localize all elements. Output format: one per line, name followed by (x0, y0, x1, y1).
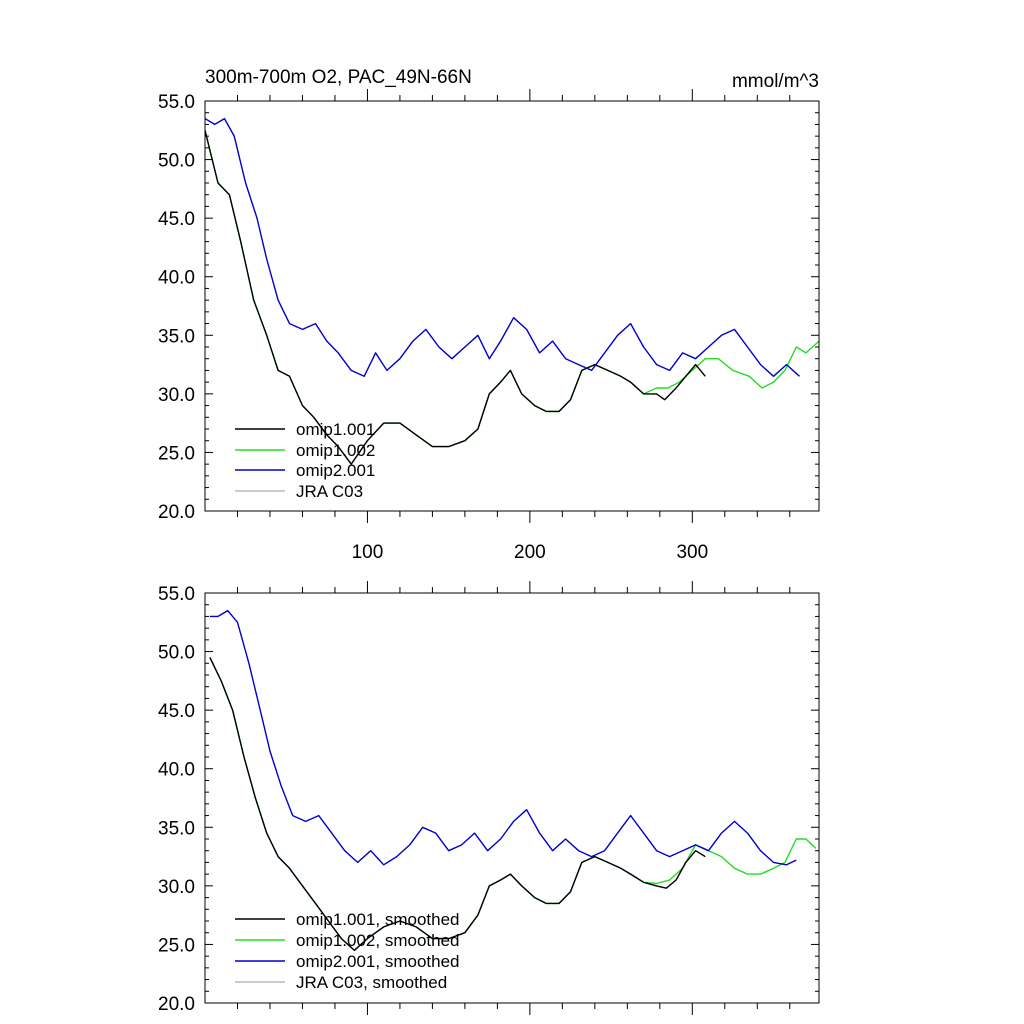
top-series-layer (205, 117, 819, 465)
y-tick-label: 20.0 (158, 994, 195, 1015)
top-plot-frame (204, 100, 820, 512)
bottom-series-layer (209, 609, 817, 951)
legend-label-jra-c03: JRA C03 (296, 482, 363, 501)
y-tick-label: 40.0 (158, 760, 195, 781)
x-tick-label: 100 (352, 542, 384, 563)
x-tick-label: 200 (514, 542, 546, 563)
y-tick-label: 50.0 (158, 643, 195, 664)
legend-label-omip2-001-smoothed: omip2.001, smoothed (296, 952, 460, 971)
series-line-omip1-001 (205, 130, 706, 465)
bottom-plot-frame (204, 592, 820, 1004)
y-tick-label: 45.0 (158, 701, 195, 722)
top-legend: omip1.001 omip1.002 omip2.001 JRA C03 (235, 420, 375, 501)
series-line-omip1-002 (205, 130, 819, 465)
series-line-omip2-001 (205, 117, 800, 377)
y-tick-label: 20.0 (158, 502, 195, 523)
chart-units: mmol/m^3 (732, 71, 819, 92)
y-tick-label: 50.0 (158, 151, 195, 172)
y-tick-label: 45.0 (158, 209, 195, 230)
y-tick-label: 40.0 (158, 268, 195, 289)
legend-label-jra-c03-smoothed: JRA C03, smoothed (296, 973, 447, 992)
top-ticks-layer: 20.0 25.0 30.0 35.0 40.0 45.0 50.0 55.0 100 200 30… (158, 89, 819, 563)
series-line-omip1-002-smoothed (209, 657, 817, 951)
legend-label-omip1-002-smoothed: omip1.002, smoothed (296, 931, 460, 950)
y-tick-label: 55.0 (158, 584, 195, 605)
bottom-ticks-layer: 20.0 25.0 30.0 35.0 40.0 45.0 50.0 55.0 (158, 581, 819, 1015)
y-tick-label: 25.0 (158, 443, 195, 464)
legend-label-omip1-002: omip1.002 (296, 441, 375, 460)
bottom-legend: omip1.001, smoothed omip1.002, smoothed … (235, 910, 460, 992)
chart-title: 300m-700m O2, PAC_49N-66N (205, 67, 472, 88)
y-tick-label: 55.0 (158, 92, 195, 113)
y-tick-label: 25.0 (158, 935, 195, 956)
y-tick-label: 30.0 (158, 877, 195, 898)
top-panel: 20.0 25.0 30.0 35.0 40.0 45.0 50.0 55.0 100 200 30… (158, 89, 820, 563)
legend-label-omip2-001: omip2.001 (296, 461, 375, 480)
y-tick-label: 35.0 (158, 326, 195, 347)
y-tick-label: 35.0 (158, 818, 195, 839)
series-line-omip1-001-smoothed (209, 657, 706, 951)
legend-label-omip1-001-smoothed: omip1.001, smoothed (296, 910, 460, 929)
x-tick-label: 300 (676, 542, 708, 563)
series-line-omip2-001-smoothed (209, 609, 797, 866)
legend-label-omip1-001: omip1.001 (296, 420, 375, 439)
bottom-panel: 20.0 25.0 30.0 35.0 40.0 45.0 50.0 55.0 omip1.0… (158, 581, 820, 1015)
y-tick-label: 30.0 (158, 385, 195, 406)
